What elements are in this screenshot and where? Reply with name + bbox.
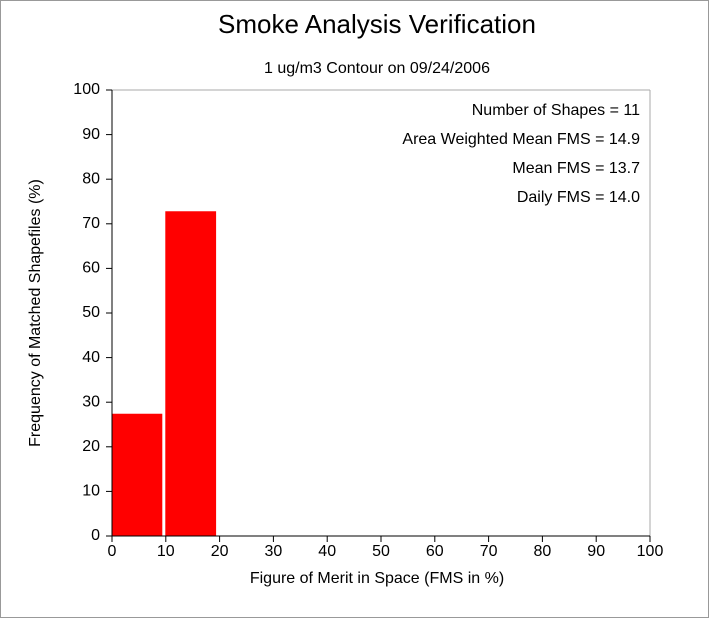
x-tick-label: 60 — [426, 543, 444, 560]
y-tick-label: 50 — [82, 304, 100, 321]
x-tick-label: 0 — [108, 543, 117, 560]
y-tick-label: 20 — [82, 438, 100, 455]
bar — [165, 211, 217, 537]
y-tick-label: 90 — [82, 126, 100, 143]
x-tick-label: 40 — [318, 543, 336, 560]
x-tick-label: 20 — [211, 543, 229, 560]
x-tick-label: 70 — [480, 543, 498, 560]
y-tick-label: 100 — [73, 81, 100, 98]
y-tick-label: 60 — [82, 260, 100, 277]
y-tick-label: 0 — [91, 527, 100, 544]
x-tick-label: 10 — [157, 543, 175, 560]
y-tick-label: 10 — [82, 483, 100, 500]
y-tick-label: 70 — [82, 215, 100, 232]
x-tick-label: 30 — [265, 543, 283, 560]
x-tick-label: 80 — [534, 543, 552, 560]
y-axis-label: Frequency of Matched Shapefiles (%) — [27, 179, 44, 447]
annotation: Mean FMS = 13.7 — [512, 160, 640, 177]
x-tick-label: 90 — [587, 543, 605, 560]
annotation: Area Weighted Mean FMS = 14.9 — [402, 131, 640, 148]
x-axis-label: Figure of Merit in Space (FMS in %) — [250, 570, 504, 587]
chart-subtitle: 1 ug/m3 Contour on 09/24/2006 — [264, 60, 490, 77]
y-tick-label: 40 — [82, 349, 100, 366]
x-tick-label: 100 — [637, 543, 664, 560]
y-tick-label: 30 — [82, 393, 100, 410]
annotation: Number of Shapes = 11 — [472, 102, 640, 119]
bar — [111, 413, 163, 537]
y-tick-label: 80 — [82, 170, 100, 187]
annotation: Daily FMS = 14.0 — [517, 189, 640, 206]
chart-title: Smoke Analysis Verification — [218, 9, 536, 39]
x-tick-label: 50 — [372, 543, 390, 560]
